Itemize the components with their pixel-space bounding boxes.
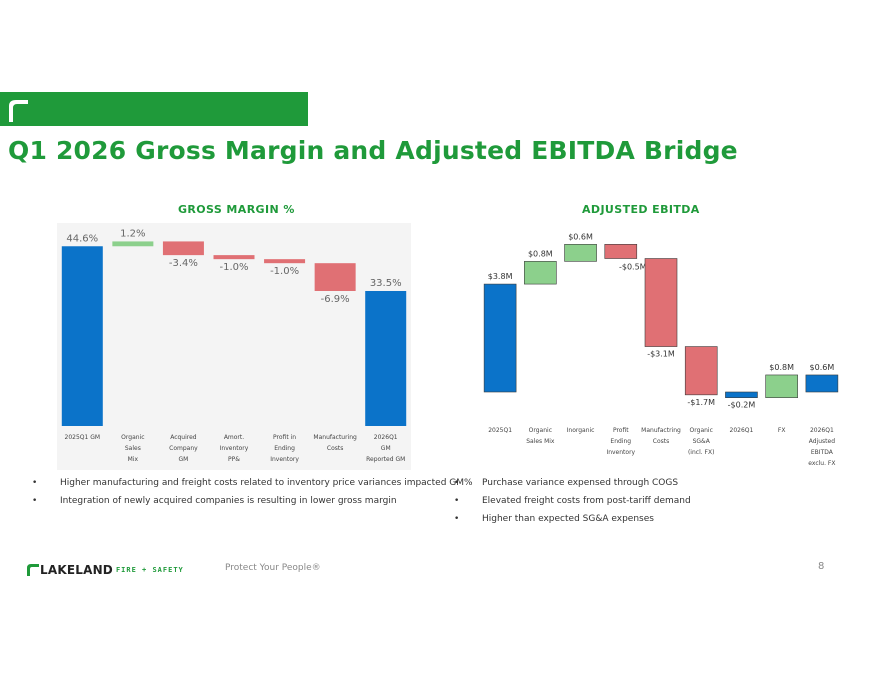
waterfall-bar-3 — [604, 244, 638, 259]
brand-subtitle: FIRE + SAFETY — [115, 566, 184, 574]
data-label-3: -1.0% — [219, 262, 248, 273]
data-label-7: $0.8M — [769, 363, 794, 372]
bullet-item: Higher than expected SG&A expenses — [452, 510, 691, 528]
waterfall-bar-8 — [805, 374, 839, 393]
category-label-3: Profit Ending Inventory — [606, 427, 635, 456]
gross-margin-chart-title: GROSS MARGIN % — [178, 203, 295, 216]
category-label-0: 2025Q1 — [488, 427, 512, 434]
category-label-0: 2025Q1 GM — [65, 434, 101, 441]
bullet-item: Higher manufacturing and freight costs r… — [30, 474, 473, 492]
header-accent-bar — [0, 92, 308, 126]
bullet-item: Integration of newly acquired companies … — [30, 492, 473, 510]
data-label-5: -$1.7M — [687, 398, 715, 407]
category-label-2: Acquired Company GM — [169, 434, 198, 463]
category-label-4: Manufactring Costs — [641, 427, 681, 445]
waterfall-bar-5 — [314, 263, 356, 291]
category-label-4: Profit in Ending Inventory — [270, 434, 299, 463]
category-label-1: Organic Sales Mix — [121, 434, 144, 463]
brand-leaf-icon — [27, 564, 39, 576]
adjusted-ebitda-waterfall-chart: $3.8M 2025Q1 $0.8M Organic Sales Mix $0.6M Ino… — [483, 232, 839, 467]
data-label-2: $0.6M — [568, 232, 593, 241]
category-label-7: FX — [778, 427, 786, 434]
data-label-1: $0.8M — [528, 249, 553, 258]
category-label-3: Amort. Inventory PP& — [220, 434, 249, 463]
waterfall-bar-0 — [61, 246, 103, 426]
gross-margin-notes: Higher manufacturing and freight costs r… — [30, 474, 473, 510]
category-label-6: 2026Q1 GM Reported GM — [366, 434, 405, 463]
ebitda-notes: Purchase variance expensed through COGS … — [452, 474, 691, 528]
page-number: 8 — [818, 561, 825, 572]
waterfall-bar-1 — [524, 261, 557, 285]
category-label-5: Organic SG&A (incl. FX) — [688, 427, 715, 456]
data-label-0: 44.6% — [66, 233, 98, 244]
waterfall-bar-2 — [162, 241, 204, 256]
page-title: Q1 2026 Gross Margin and Adjusted EBITDA… — [8, 136, 738, 165]
category-label-2: Inorganic — [567, 427, 595, 434]
data-label-5: -6.9% — [321, 294, 350, 305]
data-label-3: -$0.5M — [619, 263, 647, 272]
waterfall-bar-1 — [112, 241, 154, 247]
plot-panel — [57, 223, 411, 470]
category-label-1: Organic Sales Mix — [526, 427, 555, 445]
data-label-8: $0.6M — [810, 363, 835, 372]
waterfall-bar-3 — [213, 255, 255, 260]
waterfall-bar-6 — [725, 391, 758, 398]
bullet-item: Elevated freight costs from post-tariff … — [452, 492, 691, 510]
adjusted-ebitda-chart-title: ADJUSTED EBITDA — [582, 203, 700, 216]
tagline: Protect Your People® — [225, 563, 321, 573]
category-label-5: Manufacturing Costs — [313, 434, 357, 452]
data-label-1: 1.2% — [120, 228, 145, 239]
data-label-0: $3.8M — [488, 272, 513, 281]
data-label-2: -3.4% — [169, 258, 198, 269]
brand-name: LAKELAND — [40, 563, 113, 577]
brand-logo: LAKELAND FIRE + SAFETY — [26, 562, 184, 578]
waterfall-bar-4 — [264, 259, 306, 264]
waterfall-bar-7 — [765, 374, 798, 398]
category-label-6: 2026Q1 — [730, 427, 754, 434]
waterfall-bar-0 — [483, 283, 517, 393]
data-label-6: -$0.2M — [728, 401, 756, 410]
category-label-8: 2026Q1 Adjusted EBITDA exclu. FX — [808, 427, 835, 467]
leaf-logo-icon — [9, 100, 28, 122]
waterfall-bar-4 — [644, 258, 678, 347]
data-label-6: 33.5% — [370, 278, 402, 289]
gross-margin-waterfall-chart: 44.6% 2025Q1 GM 1.2% Organic Sales Mix -3.4% Ac… — [57, 223, 411, 470]
bullet-item: Purchase variance expensed through COGS — [452, 474, 691, 492]
waterfall-bar-5 — [684, 346, 718, 396]
data-label-4: -1.0% — [270, 266, 299, 277]
data-label-4: -$3.1M — [647, 350, 675, 359]
waterfall-bar-2 — [564, 244, 597, 262]
waterfall-bar-6 — [365, 290, 407, 426]
